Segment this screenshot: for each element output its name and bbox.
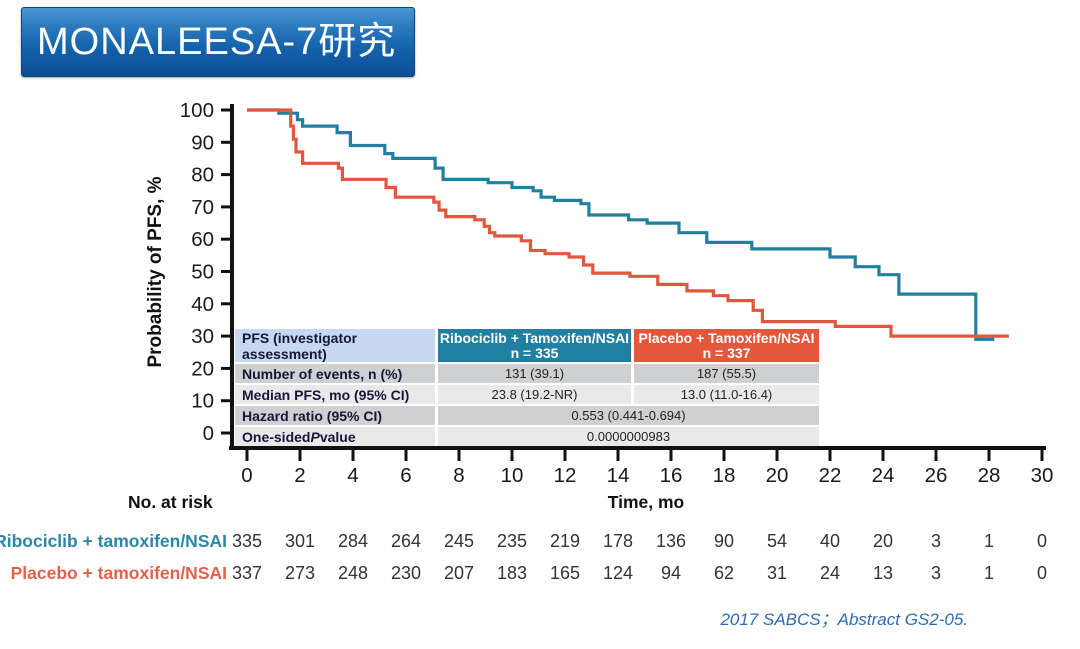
stats-row-median-placebo: 13.0 (11.0-16.4) xyxy=(634,385,819,404)
at-risk-count: 31 xyxy=(767,563,787,583)
pvalue-label-pre: One-sided xyxy=(242,428,311,445)
stats-header-placebo-n: n = 337 xyxy=(702,344,751,361)
at-risk-count: 207 xyxy=(444,563,474,583)
x-tick-label: 18 xyxy=(713,464,736,487)
stats-row-median-ribociclib: 23.8 (19.2-NR) xyxy=(438,385,631,404)
stats-row-events-placebo: 187 (55.5) xyxy=(634,364,819,383)
pvalue-label-post: value xyxy=(319,428,356,445)
y-tick-label: 80 xyxy=(191,164,214,187)
stats-row-events-ribociclib: 131 (39.1) xyxy=(438,364,631,383)
y-tick-label: 20 xyxy=(191,357,214,380)
stats-row-hazard-value: 0.553 (0.441-0.694) xyxy=(438,406,819,425)
stats-header-placebo-name: Placebo + Tamoxifen/NSAI xyxy=(638,329,815,346)
stats-row-pvalue-value: 0.0000000983 xyxy=(438,427,819,446)
study-title-banner: MONALEESA-7研究 xyxy=(21,7,415,77)
y-tick-label: 70 xyxy=(191,196,214,219)
at-risk-count: 0 xyxy=(1037,563,1047,583)
at-risk-count: 301 xyxy=(285,531,315,551)
pfs-stats-table: PFS (investigator assessment) Ribociclib… xyxy=(235,329,819,446)
at-risk-count: 273 xyxy=(285,563,315,583)
km-curve-placebo xyxy=(247,108,1009,338)
at-risk-count: 245 xyxy=(444,531,474,551)
y-tick-label: 10 xyxy=(191,390,214,413)
y-tick-label: 60 xyxy=(191,228,214,251)
at-risk-count: 335 xyxy=(232,531,262,551)
x-tick-label: 30 xyxy=(1031,464,1054,487)
at-risk-count: 20 xyxy=(873,531,893,551)
at-risk-count: 165 xyxy=(550,563,580,583)
km-curve-ribociclib xyxy=(247,108,995,341)
x-tick-label: 16 xyxy=(660,464,683,487)
at-risk-row-label-placebo: Placebo + tamoxifen/NSAI xyxy=(11,563,227,583)
y-tick-label: 40 xyxy=(191,293,214,316)
at-risk-count: 0 xyxy=(1037,531,1047,551)
x-tick-label: 14 xyxy=(607,464,630,487)
stats-header-ribociclib: Ribociclib + Tamoxifen/NSAI n = 335 xyxy=(438,329,631,362)
y-tick-label: 100 xyxy=(180,99,214,122)
stats-row-events-label: Number of events, n (%) xyxy=(235,364,435,383)
at-risk-count: 337 xyxy=(232,563,262,583)
y-tick-label: 0 xyxy=(203,422,214,445)
study-title: MONALEESA-7研究 xyxy=(37,21,397,63)
x-tick-label: 26 xyxy=(925,464,948,487)
stats-row-pvalue-label: One-sided P value xyxy=(235,427,435,446)
at-risk-count: 230 xyxy=(391,563,421,583)
y-axis-title: Probability of PFS, % xyxy=(145,176,166,367)
x-tick-label: 6 xyxy=(400,464,411,487)
pvalue-label-p: P xyxy=(310,428,320,445)
at-risk-count: 264 xyxy=(391,531,421,551)
x-tick-label: 4 xyxy=(347,464,358,487)
at-risk-count: 124 xyxy=(603,563,633,583)
at-risk-count: 54 xyxy=(767,531,787,551)
x-tick-label: 28 xyxy=(978,464,1001,487)
x-tick-label: 0 xyxy=(241,464,252,487)
at-risk-count: 24 xyxy=(820,563,840,583)
at-risk-count: 219 xyxy=(550,531,580,551)
at-risk-count: 178 xyxy=(603,531,633,551)
x-tick-label: 24 xyxy=(872,464,895,487)
no-at-risk-label: No. at risk xyxy=(128,492,213,512)
at-risk-count: 3 xyxy=(931,531,941,551)
at-risk-count: 1 xyxy=(984,531,994,551)
stats-header-label: PFS (investigator assessment) xyxy=(235,329,435,362)
x-tick-label: 8 xyxy=(453,464,464,487)
x-tick-label: 20 xyxy=(766,464,789,487)
at-risk-count: 248 xyxy=(338,563,368,583)
x-tick-label: 22 xyxy=(819,464,842,487)
stats-row-median-label: Median PFS, mo (95% CI) xyxy=(235,385,435,404)
at-risk-count: 90 xyxy=(714,531,734,551)
x-tick-label: 10 xyxy=(501,464,524,487)
at-risk-count: 1 xyxy=(984,563,994,583)
y-tick-label: 50 xyxy=(191,261,214,284)
at-risk-count: 3 xyxy=(931,563,941,583)
stats-row-hazard-label: Hazard ratio (95% CI) xyxy=(235,406,435,425)
at-risk-count: 284 xyxy=(338,531,368,551)
y-tick-label: 90 xyxy=(191,131,214,154)
at-risk-count: 183 xyxy=(497,563,527,583)
at-risk-row-label-ribociclib: Ribociclib + tamoxifen/NSAI xyxy=(0,531,227,551)
at-risk-count: 13 xyxy=(873,563,893,583)
x-axis-title: Time, mo xyxy=(608,492,685,512)
stats-header-placebo: Placebo + Tamoxifen/NSAI n = 337 xyxy=(634,329,819,362)
citation: 2017 SABCS；Abstract GS2-05. xyxy=(720,610,968,629)
at-risk-count: 136 xyxy=(656,531,686,551)
at-risk-count: 94 xyxy=(661,563,681,583)
stats-header-ribociclib-n: n = 335 xyxy=(510,344,559,361)
y-tick-label: 30 xyxy=(191,325,214,348)
x-tick-label: 12 xyxy=(554,464,577,487)
stats-header-ribociclib-name: Ribociclib + Tamoxifen/NSAI xyxy=(439,329,630,346)
at-risk-count: 40 xyxy=(820,531,840,551)
at-risk-count: 62 xyxy=(714,563,734,583)
x-tick-label: 2 xyxy=(294,464,305,487)
at-risk-count: 235 xyxy=(497,531,527,551)
